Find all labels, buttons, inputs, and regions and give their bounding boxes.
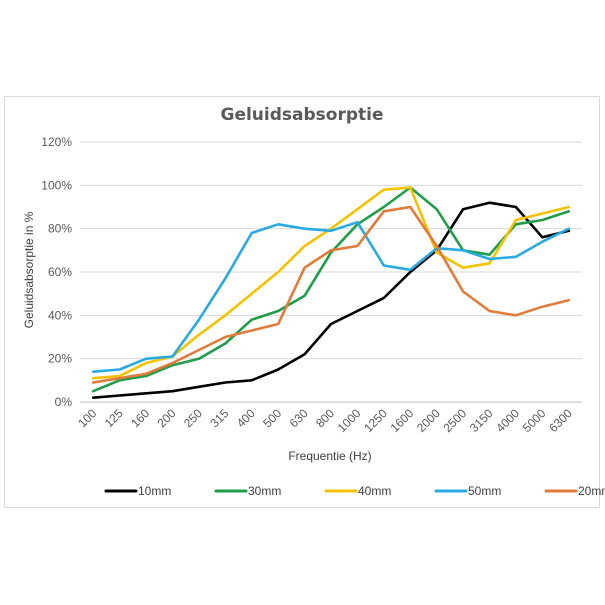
x-axis-ticks: 100 125 160 200 250 315 400 500 630 8001000125016… bbox=[75, 406, 575, 435]
x-tick-label: 2000 bbox=[414, 406, 443, 435]
y-tick-label: 0% bbox=[55, 395, 73, 409]
chart-card bbox=[4, 96, 600, 508]
x-tick-label: 100 bbox=[75, 406, 99, 430]
x-tick-label: 125 bbox=[102, 406, 126, 430]
x-axis-title: Frequentie (Hz) bbox=[288, 449, 371, 463]
x-tick-label: 160 bbox=[128, 406, 152, 430]
gridlines bbox=[80, 141, 582, 403]
y-tick-label: 120% bbox=[41, 135, 72, 149]
series-line-40mm bbox=[91, 186, 571, 380]
chart-title: Geluidsabsorptie bbox=[220, 105, 383, 125]
x-tick-label: 500 bbox=[260, 406, 284, 430]
x-tick-label: 3150 bbox=[467, 406, 496, 435]
y-axis-title: Geluidsabsorptie in % bbox=[22, 211, 36, 328]
x-tick-label: 315 bbox=[207, 406, 231, 430]
series-line-10mm bbox=[91, 201, 571, 400]
legend-label: 10mm bbox=[138, 484, 171, 498]
legend-label: 40mm bbox=[358, 484, 391, 498]
x-tick-label: 1600 bbox=[388, 406, 417, 435]
x-tick-label: 6300 bbox=[546, 406, 575, 435]
x-tick-label: 1000 bbox=[335, 406, 364, 435]
x-tick-label: 250 bbox=[181, 406, 205, 430]
x-tick-label: 2500 bbox=[440, 406, 469, 435]
legend-label: 30mm bbox=[248, 484, 281, 498]
x-tick-label: 630 bbox=[287, 406, 311, 430]
y-tick-label: 100% bbox=[41, 178, 72, 192]
x-tick-label: 200 bbox=[155, 406, 179, 430]
y-tick-label: 80% bbox=[48, 222, 72, 236]
series-line-30mm bbox=[91, 186, 571, 393]
legend-label: 50mm bbox=[468, 484, 501, 498]
y-tick-label: 60% bbox=[48, 265, 72, 279]
x-tick-label: 5000 bbox=[520, 406, 549, 435]
x-tick-label: 4000 bbox=[493, 406, 522, 435]
y-axis-ticks: 0% 20% 40% 60% 80% 100% 120% bbox=[41, 135, 72, 409]
x-tick-label: 1250 bbox=[361, 406, 390, 435]
y-tick-label: 20% bbox=[48, 352, 72, 366]
x-tick-label: 800 bbox=[313, 406, 337, 430]
y-tick-label: 40% bbox=[48, 308, 72, 322]
series-line-50mm bbox=[91, 220, 571, 374]
legend: 10mm 30mm 40mm 50mm 20mm bbox=[104, 484, 605, 498]
legend-label: 20mm bbox=[578, 484, 605, 498]
x-tick-label: 400 bbox=[234, 406, 258, 430]
series-line-20mm bbox=[91, 205, 571, 384]
series-lines bbox=[91, 186, 571, 400]
